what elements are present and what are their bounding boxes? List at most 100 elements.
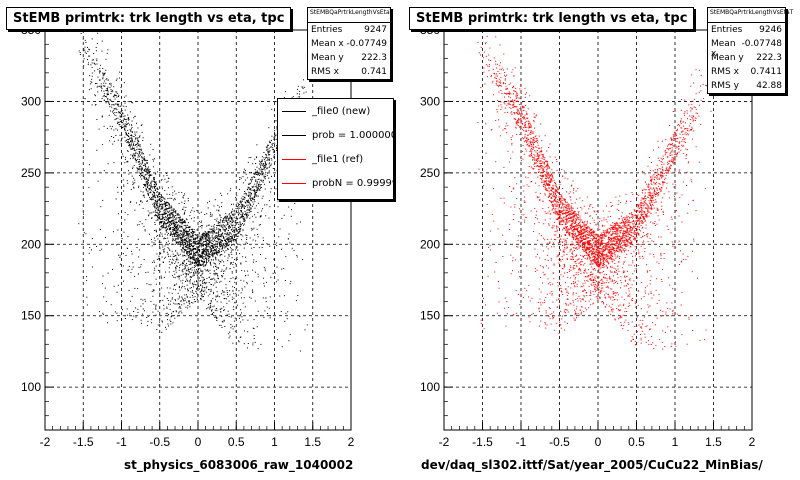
scatter-point: [660, 175, 661, 177]
scatter-point: [160, 226, 162, 228]
scatter-point: [167, 218, 169, 220]
scatter-point: [218, 239, 219, 241]
scatter-point: [190, 253, 192, 255]
scatter-point: [211, 244, 213, 246]
scatter-point: [163, 224, 165, 225]
scatter-point: [156, 204, 158, 206]
scatter-point: [140, 176, 142, 178]
scatter-point: [181, 285, 183, 287]
scatter-point: [200, 265, 202, 266]
scatter-point: [582, 229, 584, 231]
scatter-point: [266, 306, 268, 308]
scatter-point: [603, 302, 604, 304]
scatter-point: [189, 245, 191, 247]
scatter-point: [227, 222, 228, 224]
scatter-point: [194, 262, 196, 263]
scatter-point: [227, 243, 229, 245]
scatter-point: [211, 236, 213, 238]
scatter-point: [197, 279, 199, 281]
scatter-point: [184, 200, 186, 202]
scatter-point: [222, 270, 224, 272]
scatter-point: [257, 195, 259, 197]
scatter-point: [203, 260, 205, 262]
scatter-point: [152, 195, 154, 197]
scatter-point: [165, 226, 167, 228]
scatter-point: [186, 238, 188, 240]
scatter-point: [196, 258, 197, 260]
scatter-point: [202, 253, 204, 255]
scatter-point: [165, 215, 167, 217]
scatter-point: [629, 226, 631, 228]
y-tick-label: 300: [420, 94, 440, 108]
scatter-point: [235, 220, 237, 222]
scatter-point: [160, 194, 162, 196]
scatter-point: [170, 222, 172, 224]
scatter-point: [241, 216, 243, 217]
scatter-point: [224, 240, 226, 242]
scatter-point: [167, 217, 169, 219]
scatter-point: [187, 252, 189, 254]
scatter-point: [248, 194, 250, 196]
scatter-point: [113, 104, 115, 106]
scatter-point: [177, 238, 179, 240]
scatter-point: [207, 232, 209, 234]
scatter-point: [141, 170, 142, 172]
scatter-point: [168, 214, 170, 215]
scatter-point: [579, 197, 581, 199]
scatter-point: [214, 229, 216, 231]
scatter-point: [181, 234, 183, 236]
scatter-point: [204, 283, 206, 285]
scatter-point: [258, 188, 260, 190]
scatter-point: [193, 244, 195, 246]
scatter-point: [504, 72, 506, 73]
scatter-point: [239, 228, 241, 230]
scatter-point: [198, 233, 200, 235]
scatter-point: [565, 303, 567, 305]
scatter-point: [179, 241, 181, 243]
scatter-point: [237, 294, 239, 296]
scatter-point: [532, 158, 534, 160]
scatter-point: [215, 272, 217, 274]
scatter-point: [187, 274, 189, 276]
scatter-point: [251, 280, 253, 282]
scatter-point: [139, 154, 141, 156]
scatter-point: [140, 298, 142, 300]
scatter-point: [625, 235, 627, 237]
scatter-point: [166, 209, 168, 211]
scatter-point: [242, 217, 244, 219]
scatter-point: [170, 207, 172, 209]
scatter-point: [106, 89, 108, 91]
scatter-point: [205, 234, 207, 236]
scatter-point: [176, 234, 178, 236]
scatter-point: [219, 308, 221, 310]
scatter-point: [216, 227, 218, 229]
scatter-point: [206, 236, 208, 238]
scatter-point: [630, 246, 632, 248]
scatter-point: [170, 228, 172, 230]
scatter-point: [201, 225, 202, 227]
scatter-point: [191, 237, 193, 239]
scatter-point: [560, 327, 562, 329]
scatter-point: [213, 231, 214, 233]
scatter-point: [142, 140, 144, 141]
scatter-point: [167, 215, 169, 217]
scatter-point: [112, 110, 114, 112]
scatter-point: [224, 278, 226, 280]
y-tick-label: 100: [21, 380, 41, 394]
scatter-point: [122, 112, 124, 114]
scatter-point: [178, 236, 180, 238]
scatter-point: [226, 302, 228, 304]
scatter-point: [208, 257, 210, 259]
scatter-point: [171, 209, 173, 211]
scatter-point: [155, 173, 156, 175]
scatter-point: [186, 236, 188, 238]
scatter-point: [212, 237, 214, 239]
scatter-point: [219, 220, 221, 222]
scatter-point: [695, 146, 697, 148]
scatter-point: [266, 154, 268, 156]
scatter-point: [615, 233, 617, 235]
scatter-point: [620, 230, 622, 231]
scatter-point: [674, 294, 676, 296]
scatter-point: [126, 123, 128, 125]
scatter-point: [233, 213, 235, 215]
